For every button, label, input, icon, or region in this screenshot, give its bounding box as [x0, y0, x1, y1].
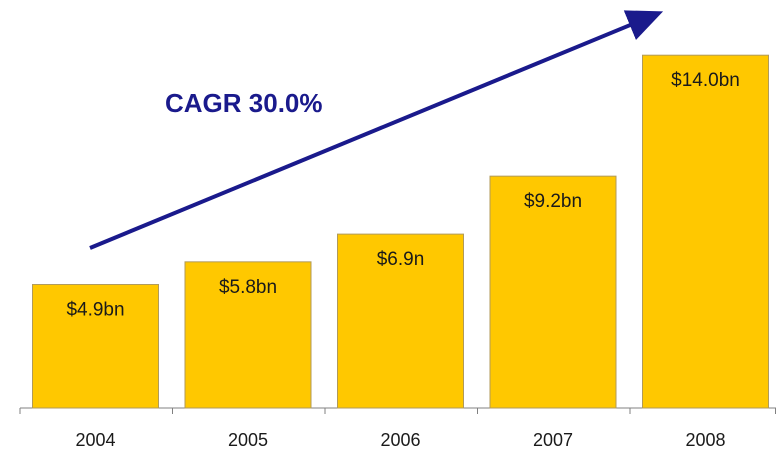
bar [184, 261, 312, 409]
trend-arrow [89, 10, 664, 250]
value-label: $5.8bn [219, 277, 277, 298]
bar [489, 175, 617, 409]
bar [642, 54, 769, 409]
bar [337, 233, 464, 409]
x-tick-label: 2004 [75, 430, 115, 450]
bar [32, 284, 159, 409]
value-label: $4.9bn [66, 300, 124, 321]
x-tick-label: 2005 [228, 430, 268, 450]
x-tick-label: 2007 [533, 430, 573, 450]
x-tick-label: 2006 [380, 430, 420, 450]
x-tick-label: 2008 [685, 430, 725, 450]
annotation: CAGR 30.0% [165, 88, 323, 118]
value-label: $6.9n [377, 249, 425, 270]
value-label: $9.2bn [524, 191, 582, 212]
value-label: $14.0bn [671, 70, 740, 91]
